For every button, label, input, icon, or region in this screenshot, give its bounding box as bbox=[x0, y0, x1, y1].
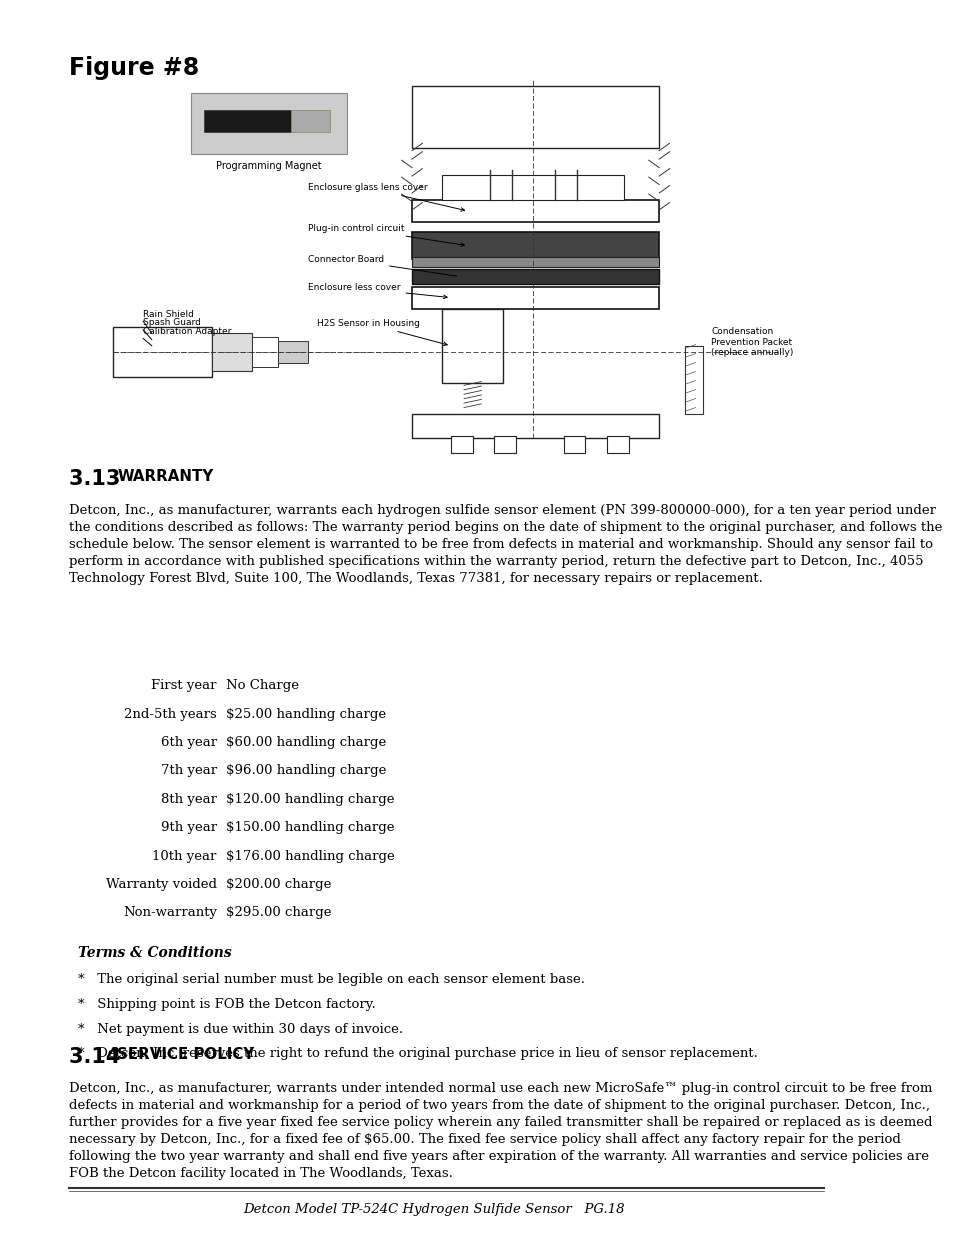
Text: 8th year: 8th year bbox=[161, 793, 216, 806]
Text: Spash Guard: Spash Guard bbox=[143, 319, 201, 327]
Bar bbox=[112, 327, 213, 377]
Text: Enclosure less cover: Enclosure less cover bbox=[308, 283, 447, 299]
Text: Terms & Conditions: Terms & Conditions bbox=[78, 946, 232, 960]
Text: *   Net payment is due within 30 days of invoice.: * Net payment is due within 30 days of i… bbox=[78, 1023, 403, 1036]
Bar bbox=[442, 175, 624, 200]
Bar bbox=[277, 341, 308, 363]
Text: No Charge: No Charge bbox=[225, 679, 298, 693]
Text: SERVICE POLICY: SERVICE POLICY bbox=[117, 1047, 254, 1062]
Bar bbox=[606, 436, 628, 453]
Text: Warranty voided: Warranty voided bbox=[106, 878, 216, 892]
Text: Detcon, Inc., as manufacturer, warrants under intended normal use each new Micro: Detcon, Inc., as manufacturer, warrants … bbox=[70, 1082, 932, 1179]
Bar bbox=[291, 110, 329, 132]
Text: $120.00 handling charge: $120.00 handling charge bbox=[225, 793, 394, 806]
Text: $295.00 charge: $295.00 charge bbox=[225, 906, 331, 920]
Text: Plug-in control circuit: Plug-in control circuit bbox=[308, 224, 464, 247]
Bar bbox=[451, 436, 472, 453]
Bar bbox=[494, 436, 516, 453]
Bar bbox=[563, 436, 585, 453]
Bar bbox=[204, 110, 291, 132]
Bar bbox=[412, 86, 659, 148]
Text: *   Detcon, Inc. reserves the right to refund the original purchase price in lie: * Detcon, Inc. reserves the right to ref… bbox=[78, 1047, 757, 1061]
Text: H2S Sensor in Housing: H2S Sensor in Housing bbox=[316, 319, 447, 346]
Text: Figure #8: Figure #8 bbox=[70, 56, 199, 79]
Text: Calibration Adapter: Calibration Adapter bbox=[143, 327, 232, 336]
Text: Programming Magnet: Programming Magnet bbox=[215, 161, 321, 170]
Bar bbox=[684, 346, 701, 414]
Text: WARRANTY: WARRANTY bbox=[117, 469, 213, 484]
Bar bbox=[412, 287, 659, 309]
Bar bbox=[412, 232, 659, 259]
Text: *   Shipping point is FOB the Detcon factory.: * Shipping point is FOB the Detcon facto… bbox=[78, 998, 375, 1011]
Text: 6th year: 6th year bbox=[160, 736, 216, 750]
Text: Rain Shield: Rain Shield bbox=[143, 310, 193, 319]
Text: $200.00 charge: $200.00 charge bbox=[225, 878, 331, 892]
Text: $60.00 handling charge: $60.00 handling charge bbox=[225, 736, 385, 750]
Text: $176.00 handling charge: $176.00 handling charge bbox=[225, 850, 394, 863]
Text: 7th year: 7th year bbox=[160, 764, 216, 778]
Bar bbox=[412, 200, 659, 222]
Text: $150.00 handling charge: $150.00 handling charge bbox=[225, 821, 394, 835]
Text: 10th year: 10th year bbox=[152, 850, 216, 863]
Bar bbox=[442, 309, 502, 383]
Text: First year: First year bbox=[152, 679, 216, 693]
Text: Enclosure glass lens cover: Enclosure glass lens cover bbox=[308, 183, 464, 211]
Bar bbox=[412, 414, 659, 438]
Bar bbox=[412, 257, 659, 267]
Text: 3.13: 3.13 bbox=[70, 469, 135, 489]
Text: Condensation
Prevention Packet
(replace annually): Condensation Prevention Packet (replace … bbox=[711, 327, 793, 357]
Text: *   The original serial number must be legible on each sensor element base.: * The original serial number must be leg… bbox=[78, 973, 584, 987]
Bar bbox=[252, 337, 277, 367]
Text: Non-warranty: Non-warranty bbox=[123, 906, 216, 920]
Text: Detcon Model TP-524C Hydrogen Sulfide Sensor   PG.18: Detcon Model TP-524C Hydrogen Sulfide Se… bbox=[243, 1203, 624, 1216]
Text: 9th year: 9th year bbox=[160, 821, 216, 835]
Bar bbox=[412, 269, 659, 284]
Bar bbox=[191, 93, 347, 154]
Text: 3.14: 3.14 bbox=[70, 1047, 135, 1067]
Text: $96.00 handling charge: $96.00 handling charge bbox=[225, 764, 385, 778]
Text: Connector Board: Connector Board bbox=[308, 254, 456, 277]
Bar bbox=[213, 333, 252, 370]
Text: 2nd-5th years: 2nd-5th years bbox=[124, 708, 216, 721]
Text: $25.00 handling charge: $25.00 handling charge bbox=[225, 708, 385, 721]
Text: Detcon, Inc., as manufacturer, warrants each hydrogen sulfide sensor element (PN: Detcon, Inc., as manufacturer, warrants … bbox=[70, 504, 942, 585]
